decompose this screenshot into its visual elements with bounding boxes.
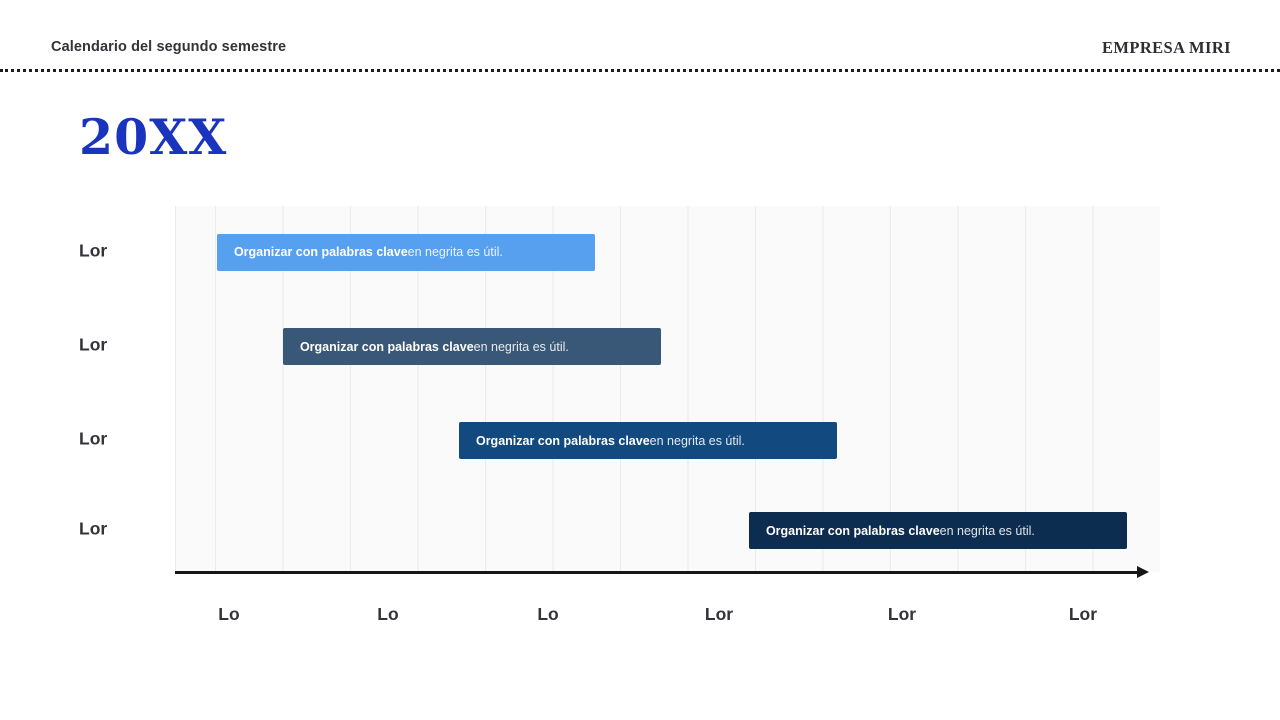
- x-axis-tick-label: Lor: [1068, 604, 1098, 624]
- gantt-bar-keyword-text: Organizar con palabras clave: [299, 339, 474, 354]
- gantt-bar-keyword-text: Organizar con palabras clave: [475, 433, 650, 448]
- x-axis-tick-label: Lo: [218, 604, 240, 624]
- gantt-bar-keyword-text: Organizar con palabras clave: [233, 245, 408, 260]
- gantt-bar: Organizar con palabras clave en negrita …: [216, 233, 595, 271]
- x-axis-tick-label: Lo: [537, 604, 559, 624]
- brand-name: EMPRESA MIRI: [1101, 38, 1231, 57]
- gantt-bar-regular-text: en negrita es útil.: [939, 523, 1035, 538]
- row-label: Lor: [79, 334, 108, 355]
- row-label: Lor: [79, 428, 108, 449]
- gantt-bar-keyword-text: Organizar con palabras clave: [765, 523, 940, 538]
- gantt-bar-regular-text: en negrita es útil.: [407, 245, 503, 260]
- gantt-bar: Organizar con palabras clave en negrita …: [458, 422, 837, 460]
- x-axis-line: [175, 571, 1139, 574]
- dotted-divider: [0, 69, 1280, 72]
- row-label: Lor: [79, 518, 108, 539]
- x-axis-arrow-icon: [1137, 566, 1149, 578]
- page-title: Calendario del segundo semestre: [51, 39, 287, 55]
- gantt-bar-regular-text: en negrita es útil.: [473, 339, 569, 354]
- gantt-bar: Organizar con palabras clave en negrita …: [282, 328, 661, 366]
- gantt-bar-regular-text: en negrita es útil.: [649, 433, 745, 448]
- year-title: 20XX: [79, 108, 228, 166]
- row-label: Lor: [79, 240, 108, 261]
- gantt-bar: Organizar con palabras clave en negrita …: [748, 512, 1127, 550]
- x-axis-tick-label: Lor: [887, 604, 917, 624]
- x-axis-tick-label: Lo: [377, 604, 399, 624]
- x-axis-tick-label: Lor: [704, 604, 734, 624]
